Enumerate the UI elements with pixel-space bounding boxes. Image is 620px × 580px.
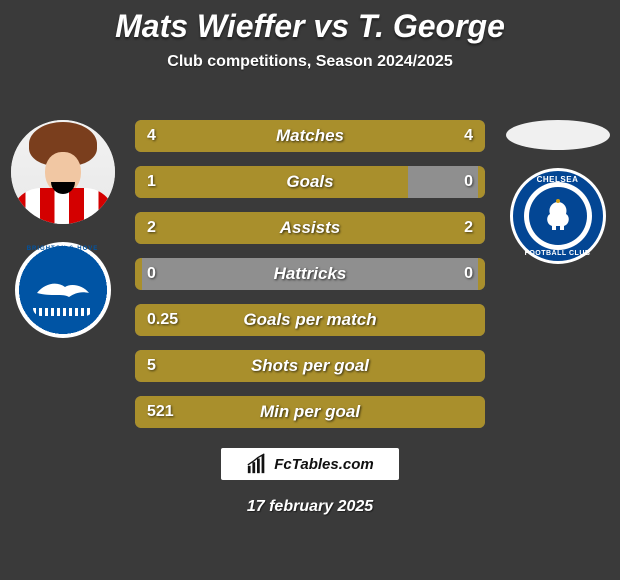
date-text: 17 february 2025 bbox=[0, 498, 620, 516]
player1-club-badge: BRIGHTON & HOVE bbox=[15, 242, 111, 338]
player1-avatar bbox=[11, 120, 115, 224]
branding-badge: FcTables.com bbox=[221, 448, 399, 480]
player2-club-badge: CHELSEA FOOTBALL CLUB bbox=[510, 168, 606, 264]
stat-row: 0.25Goals per match bbox=[135, 304, 485, 336]
stat-row: 5Shots per goal bbox=[135, 350, 485, 382]
page-title: Mats Wieffer vs T. George bbox=[0, 8, 620, 45]
stat-bars: 44Matches 10Goals 22Assists 00Hattricks 0.25… bbox=[135, 120, 485, 428]
player1-column: BRIGHTON & HOVE bbox=[0, 120, 125, 338]
stat-label: Goals per match bbox=[135, 304, 485, 336]
stat-label: Goals bbox=[135, 166, 485, 198]
stat-row: 22Assists bbox=[135, 212, 485, 244]
stat-row: 44Matches bbox=[135, 120, 485, 152]
seagull-icon bbox=[35, 279, 91, 301]
stat-row: 10Goals bbox=[135, 166, 485, 198]
stat-label: Min per goal bbox=[135, 396, 485, 428]
lion-icon bbox=[538, 196, 578, 236]
stat-row: 521Min per goal bbox=[135, 396, 485, 428]
player2-name: T. George bbox=[358, 8, 505, 44]
stat-label: Hattricks bbox=[135, 258, 485, 290]
stat-label: Matches bbox=[135, 120, 485, 152]
player1-name: Mats Wieffer bbox=[115, 8, 304, 44]
vs-connector: vs bbox=[313, 8, 349, 44]
chart-icon bbox=[246, 453, 268, 475]
stat-row: 00Hattricks bbox=[135, 258, 485, 290]
player1-photo bbox=[11, 120, 115, 224]
branding-text: FcTables.com bbox=[274, 456, 373, 473]
player2-avatar bbox=[506, 120, 610, 150]
player2-column: CHELSEA FOOTBALL CLUB bbox=[495, 120, 620, 264]
stat-label: Shots per goal bbox=[135, 350, 485, 382]
subtitle: Club competitions, Season 2024/2025 bbox=[0, 53, 620, 71]
stat-label: Assists bbox=[135, 212, 485, 244]
